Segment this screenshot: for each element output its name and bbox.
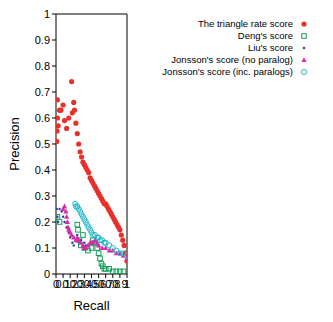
html-text:Liu's score: Liu's score bbox=[247, 42, 293, 53]
svg-text:1: 1 bbox=[44, 8, 50, 20]
svg-text:0.2: 0.2 bbox=[35, 216, 50, 228]
svg-text:0.9: 0.9 bbox=[35, 34, 50, 46]
svg-text:0.1: 0.1 bbox=[35, 242, 50, 254]
svg-text:1: 1 bbox=[124, 278, 130, 290]
svg-text:0.9: 0.9 bbox=[112, 277, 128, 290]
html-text:The triangle rate score: The triangle rate score bbox=[198, 18, 293, 29]
svg-text:0.8: 0.8 bbox=[35, 60, 50, 72]
svg-text:0: 0 bbox=[44, 268, 50, 280]
html-text:Deng's score: Deng's score bbox=[237, 30, 293, 41]
svg-text:Recall: Recall bbox=[73, 298, 109, 313]
svg-text:Precision: Precision bbox=[8, 117, 22, 170]
svg-text:0.3: 0.3 bbox=[35, 190, 50, 202]
svg-text:0.5: 0.5 bbox=[35, 138, 50, 150]
html-text:Jonsson's score (inc. paralogs: Jonsson's score (inc. paralogs) bbox=[162, 66, 293, 77]
svg-text:0.4: 0.4 bbox=[35, 164, 50, 176]
html-text:Jonsson's score (no paralog): Jonsson's score (no paralog) bbox=[171, 54, 293, 65]
svg-text:0.7: 0.7 bbox=[35, 86, 50, 98]
svg-text:0.6: 0.6 bbox=[35, 112, 50, 124]
